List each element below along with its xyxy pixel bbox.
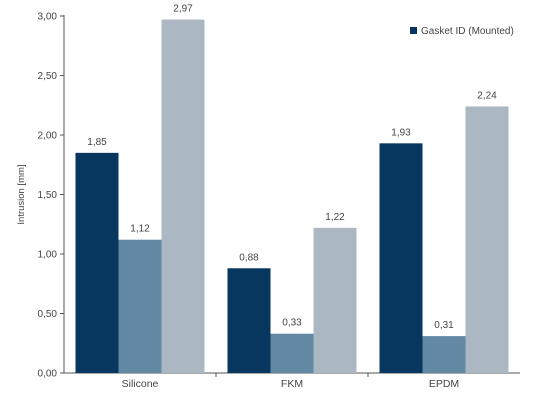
legend: Gasket ID (Mounted): [410, 26, 514, 37]
bar-fkm-series-1: [270, 333, 314, 373]
data-label: 1,22: [325, 212, 345, 223]
y-tick-label: 1,00: [38, 250, 58, 261]
data-labels: 1,85 1,12 2,97 0,88 0,33 1,22 1,93 0,31 2,24: [87, 4, 497, 332]
data-label: 1,85: [87, 137, 107, 148]
y-tick-label: 1,50: [38, 190, 58, 201]
legend-label-0: Gasket ID (Mounted): [421, 26, 514, 37]
y-axis-title: Intrusion [mm]: [16, 164, 27, 224]
data-label: 2,97: [173, 4, 193, 15]
x-category-label: Silicone: [122, 378, 159, 389]
bar-fkm-series-0: [227, 268, 271, 373]
data-label: 2,24: [477, 90, 497, 101]
data-label: 0,33: [282, 318, 302, 329]
bar-epdm-series-1: [422, 336, 466, 373]
data-label: 1,93: [391, 127, 411, 138]
bar-silicone-series-2: [161, 19, 205, 373]
bar-fkm-series-2: [313, 227, 357, 373]
data-label: 0,88: [239, 252, 259, 263]
bar-silicone-series-0: [75, 152, 119, 373]
x-category-label: EPDM: [429, 378, 459, 389]
y-tick-label: 2,00: [38, 131, 58, 142]
y-tick-label: 2,50: [38, 71, 58, 82]
y-tick-label: 0,00: [38, 369, 58, 380]
bar-epdm-series-0: [379, 143, 423, 373]
x-category-label: FKM: [281, 378, 303, 389]
data-label: 0,31: [434, 320, 454, 331]
legend-swatch-0: [410, 27, 417, 34]
y-tick-label: 3,00: [38, 12, 58, 23]
y-tick-label: 0,50: [38, 309, 58, 320]
bar-epdm-series-2: [465, 106, 509, 373]
data-label: 1,12: [130, 224, 150, 235]
bars: [75, 19, 509, 373]
bar-silicone-series-1: [118, 239, 162, 373]
